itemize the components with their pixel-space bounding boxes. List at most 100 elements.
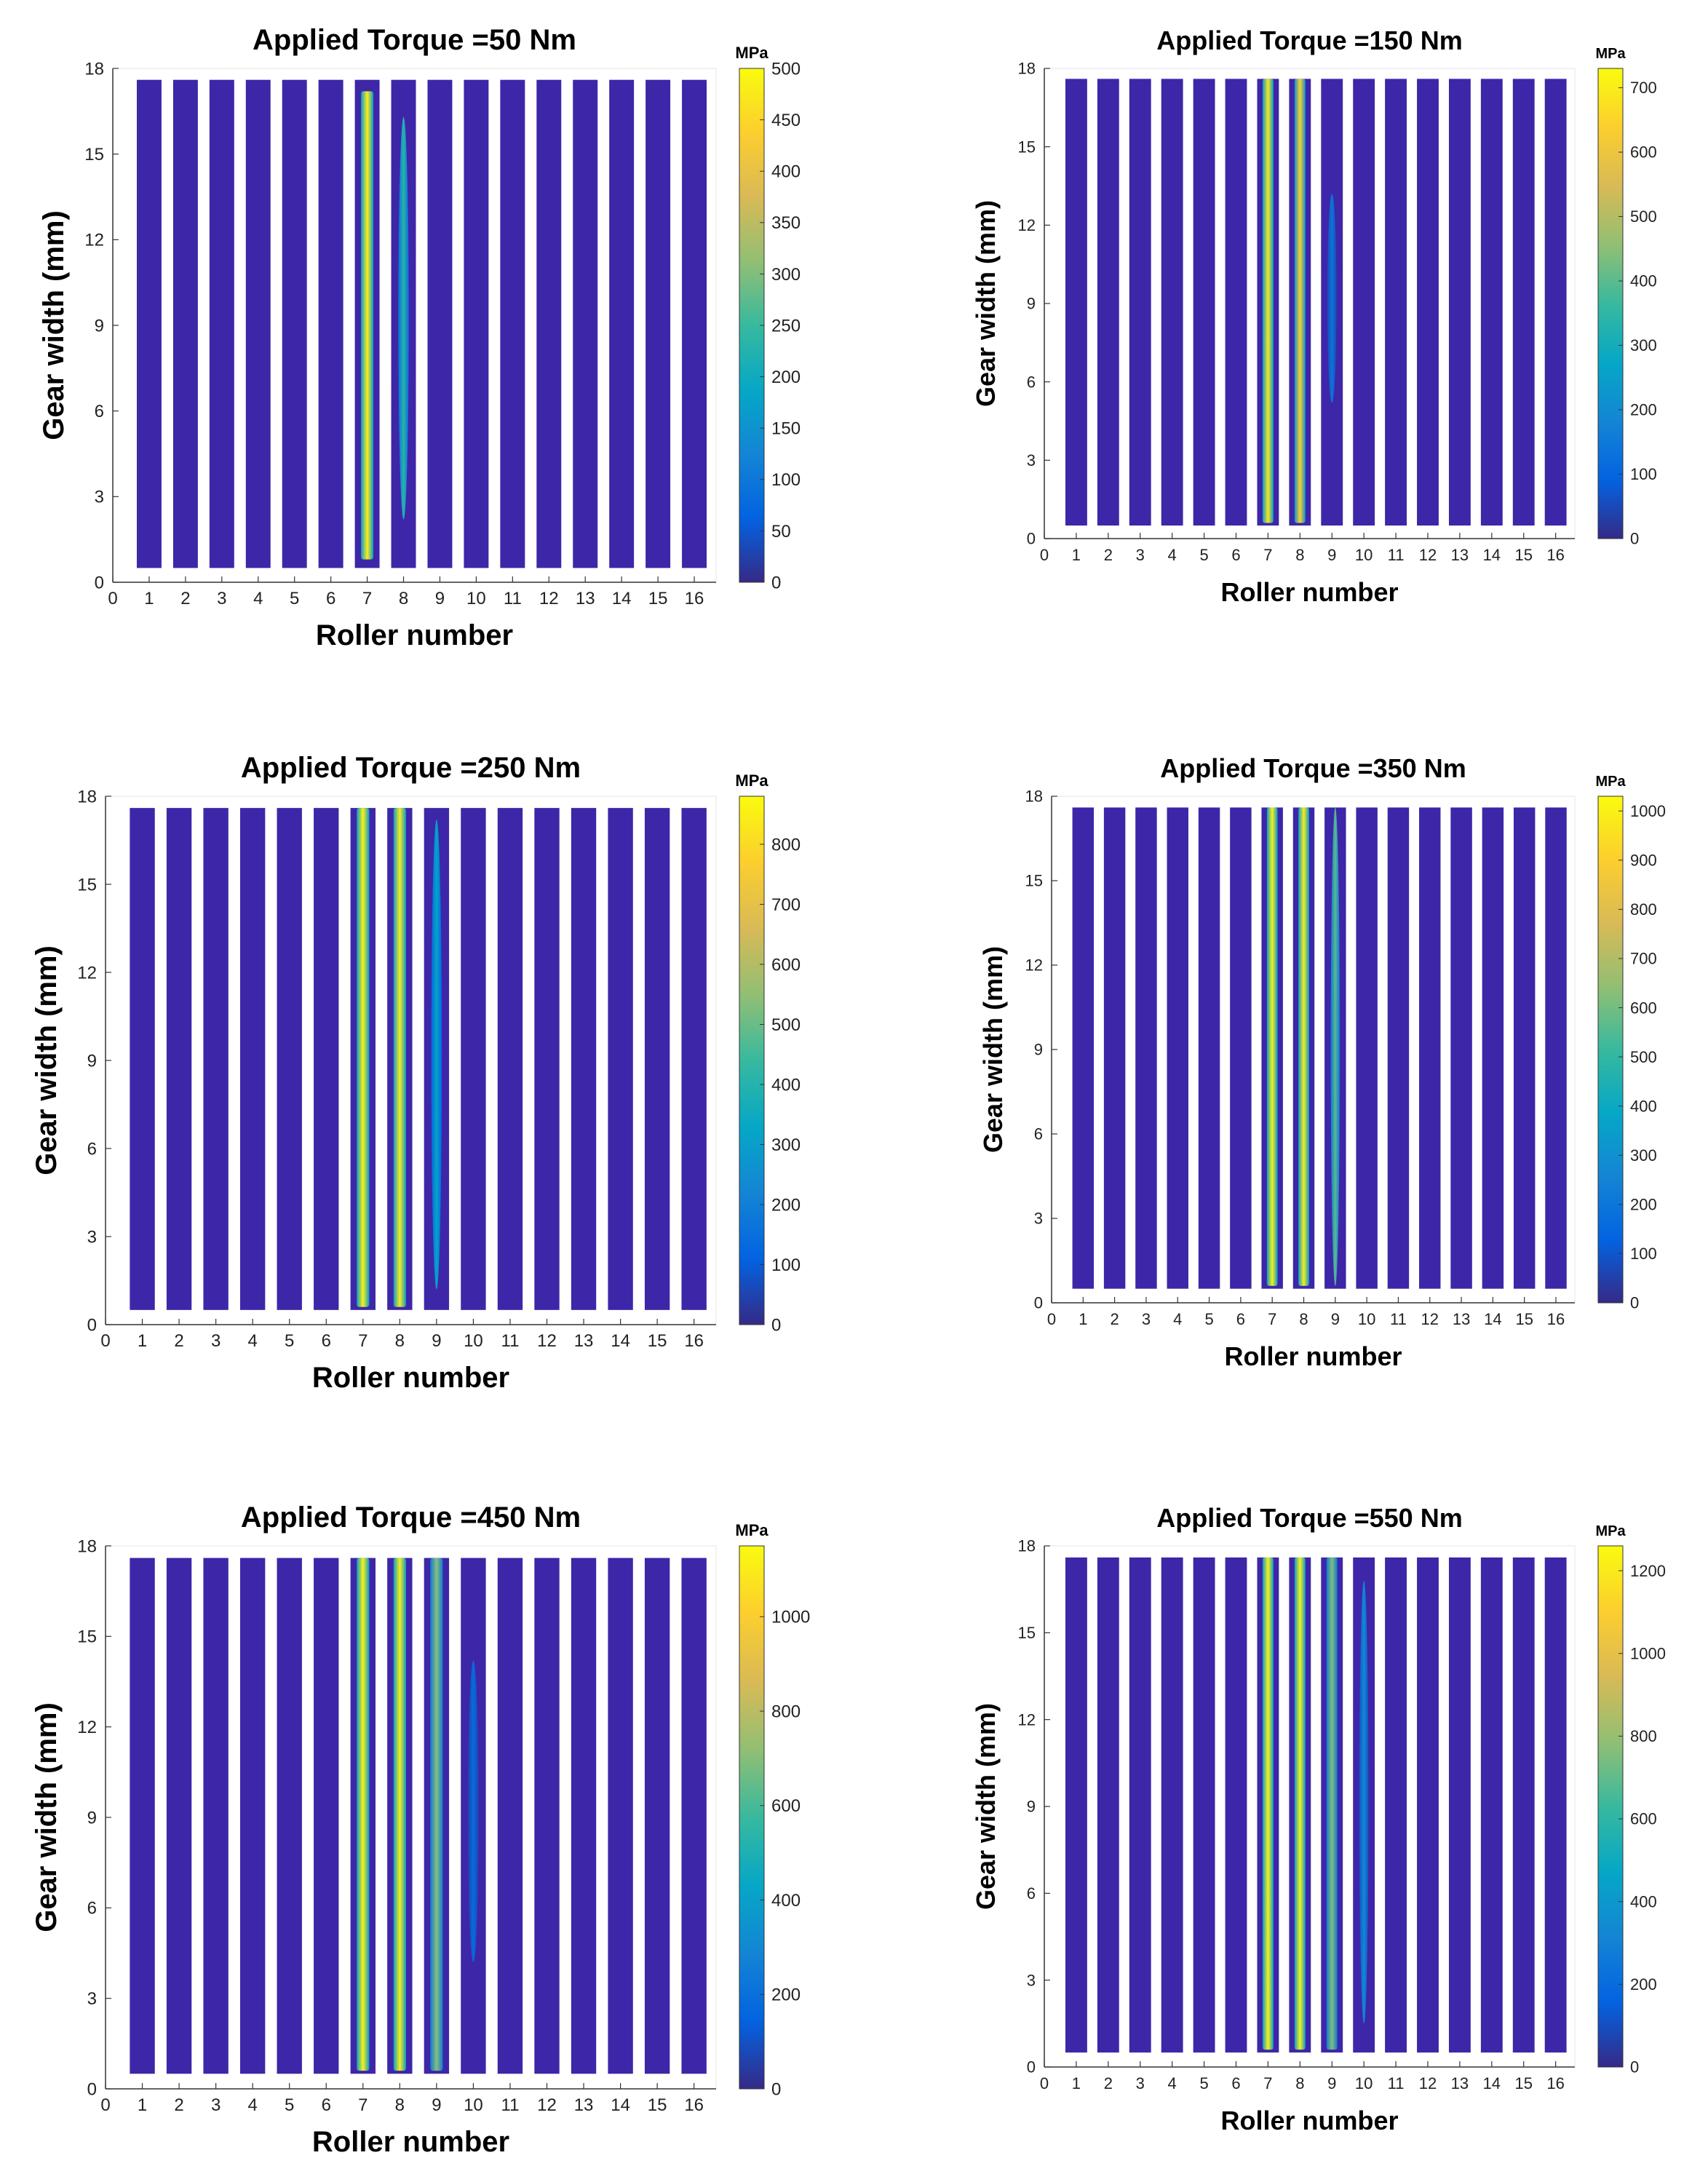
colorbar-tick-label: 500 [771,59,801,79]
y-tick-label: 0 [87,1315,97,1335]
chart-panel-torque-350: Applied Torque =350 Nm 0 1 2 3 4 5 6 7 8 9 10 11 12 13… [953,750,1674,1390]
roller-bar [500,79,525,568]
colorbar-tick-label: 50 [771,522,791,541]
colorbar-tick-label: 200 [1630,1196,1657,1214]
roller-bar [1387,807,1410,1289]
x-tick-label: 6 [322,1331,331,1351]
roller-bar [1513,807,1536,1289]
y-tick-label: 3 [87,1989,97,2009]
x-tick-label: 10 [466,589,486,608]
x-tick-label: 6 [326,589,335,608]
y-tick-label: 18 [1018,1537,1036,1555]
roller-bar [461,808,486,1310]
colorbar-tick-label: 400 [771,162,801,182]
roller-bar [1129,79,1151,526]
stress-hotspot-roller-7 [1266,807,1278,1286]
roller-bar [608,1558,633,2074]
roller-bar [314,1558,339,2074]
colorbar-tick-label: 200 [1630,401,1657,419]
stress-hotspot-roller-10 [1359,1580,1369,2024]
x-tick-label: 2 [174,1331,183,1351]
x-tick-label: 3 [217,589,226,608]
y-tick-label: 3 [1027,1971,1036,1989]
y-tick-label: 12 [77,963,97,983]
roller-bar [427,79,453,568]
x-tick-label: 8 [1299,1310,1308,1328]
colorbar-tick-label: 100 [1630,1245,1657,1263]
stress-hotspot-roller-9 [1327,194,1337,403]
colorbar-tick-label: 500 [771,1015,801,1035]
x-tick-label: 15 [648,2095,667,2115]
y-tick-label: 0 [1027,530,1036,548]
y-tick-label: 6 [1027,373,1036,391]
roller-bar [282,79,307,568]
x-tick-label: 7 [1268,1310,1276,1328]
colorbar-tick-label: 800 [1630,900,1657,919]
x-tick-label: 12 [539,589,559,608]
roller-bar [1065,1557,1087,2053]
roller-bar [136,79,162,568]
heatmap-svg: Applied Torque =450 Nm0 1 2 3 4 5 6 7 8 9 10 11 12 13… [31,1501,810,2158]
roller-bar [166,1558,192,2074]
roller-bar [1482,807,1504,1289]
roller-bar [1544,1557,1567,2053]
roller-bar [536,79,562,568]
y-tick-label: 6 [87,1899,97,1919]
y-tick-label: 0 [87,2079,97,2099]
colorbar-tick-label: 300 [1630,336,1657,354]
roller-bar [1512,1557,1535,2053]
chart-panel-torque-50: Applied Torque =50 Nm 0 1 2 3 4 5 6 7 8 9 10 11 12 13 1… [15,22,815,670]
colorbar-tick-label: 800 [771,1702,801,1721]
chart-panel-torque-550: Applied Torque =550 Nm 0 1 2 3 4 5 6 7 8 9 10 11 12 13… [946,1499,1674,2154]
colorbar-tick-label: 300 [1630,1146,1657,1165]
roller-bar [1417,79,1439,526]
y-tick-label: 9 [1027,1798,1036,1816]
colorbar-tick-label: 450 [771,111,801,130]
colorbar-tick-label: 400 [1630,1892,1657,1911]
x-tick-label: 3 [211,2095,221,2115]
colorbar-unit-label: MPa [1595,1523,1626,1539]
colorbar-tick-label: 400 [1630,272,1657,290]
y-tick-label: 3 [87,1227,97,1247]
y-tick-label: 18 [84,59,104,79]
x-tick-label: 14 [611,1331,630,1351]
roller-bar [646,79,671,568]
roller-bar [1419,807,1441,1289]
x-tick-label: 0 [1040,2074,1049,2092]
stress-hotspot-roller-8 [1294,79,1306,523]
colorbar-tick-label: 200 [771,1195,801,1215]
heatmap-svg: Applied Torque =50 Nm0 1 2 3 4 5 6 7 8 9 10 11 12 13 1… [38,24,801,651]
x-axis-label: Roller number [312,2126,509,2158]
heatmap-svg: Applied Torque =150 Nm0 1 2 3 4 5 6 7 8 9 10 11 12 13… [971,25,1657,607]
stress-hotspot-roller-8 [1294,1557,1306,2050]
colorbar-tick-label: 700 [1630,950,1657,968]
y-tick-label: 15 [1018,1624,1036,1642]
x-tick-label: 7 [358,1331,368,1351]
roller-bar [1356,807,1378,1289]
chart-title: Applied Torque =250 Nm [241,752,581,784]
roller-bar [277,1558,302,2074]
colorbar [1597,1545,1624,2068]
colorbar-tick-label: 500 [1630,207,1657,226]
x-tick-label: 11 [501,1331,520,1351]
x-tick-label: 13 [1453,1310,1470,1328]
colorbar-unit-label: MPa [735,1521,768,1539]
stress-hotspot-roller-8 [393,808,406,1307]
stress-hotspot-roller-7 [357,808,370,1307]
roller-bar [1385,79,1407,526]
x-tick-label: 4 [253,589,263,608]
colorbar-tick-label: 600 [771,1796,801,1816]
x-tick-label: 14 [1483,546,1501,564]
roller-bar [571,808,597,1310]
roller-bar [1103,807,1126,1289]
x-tick-label: 11 [501,2095,520,2115]
chart-title: Applied Torque =50 Nm [253,24,576,56]
colorbar-tick-label: 600 [1630,143,1657,162]
roller-bar [681,1558,707,2074]
x-tick-label: 8 [395,1331,405,1351]
roller-bar [497,1558,523,2074]
roller-bar [644,808,670,1310]
x-tick-label: 9 [432,1331,441,1351]
colorbar-tick-label: 300 [771,1135,801,1155]
roller-bar [464,79,489,568]
